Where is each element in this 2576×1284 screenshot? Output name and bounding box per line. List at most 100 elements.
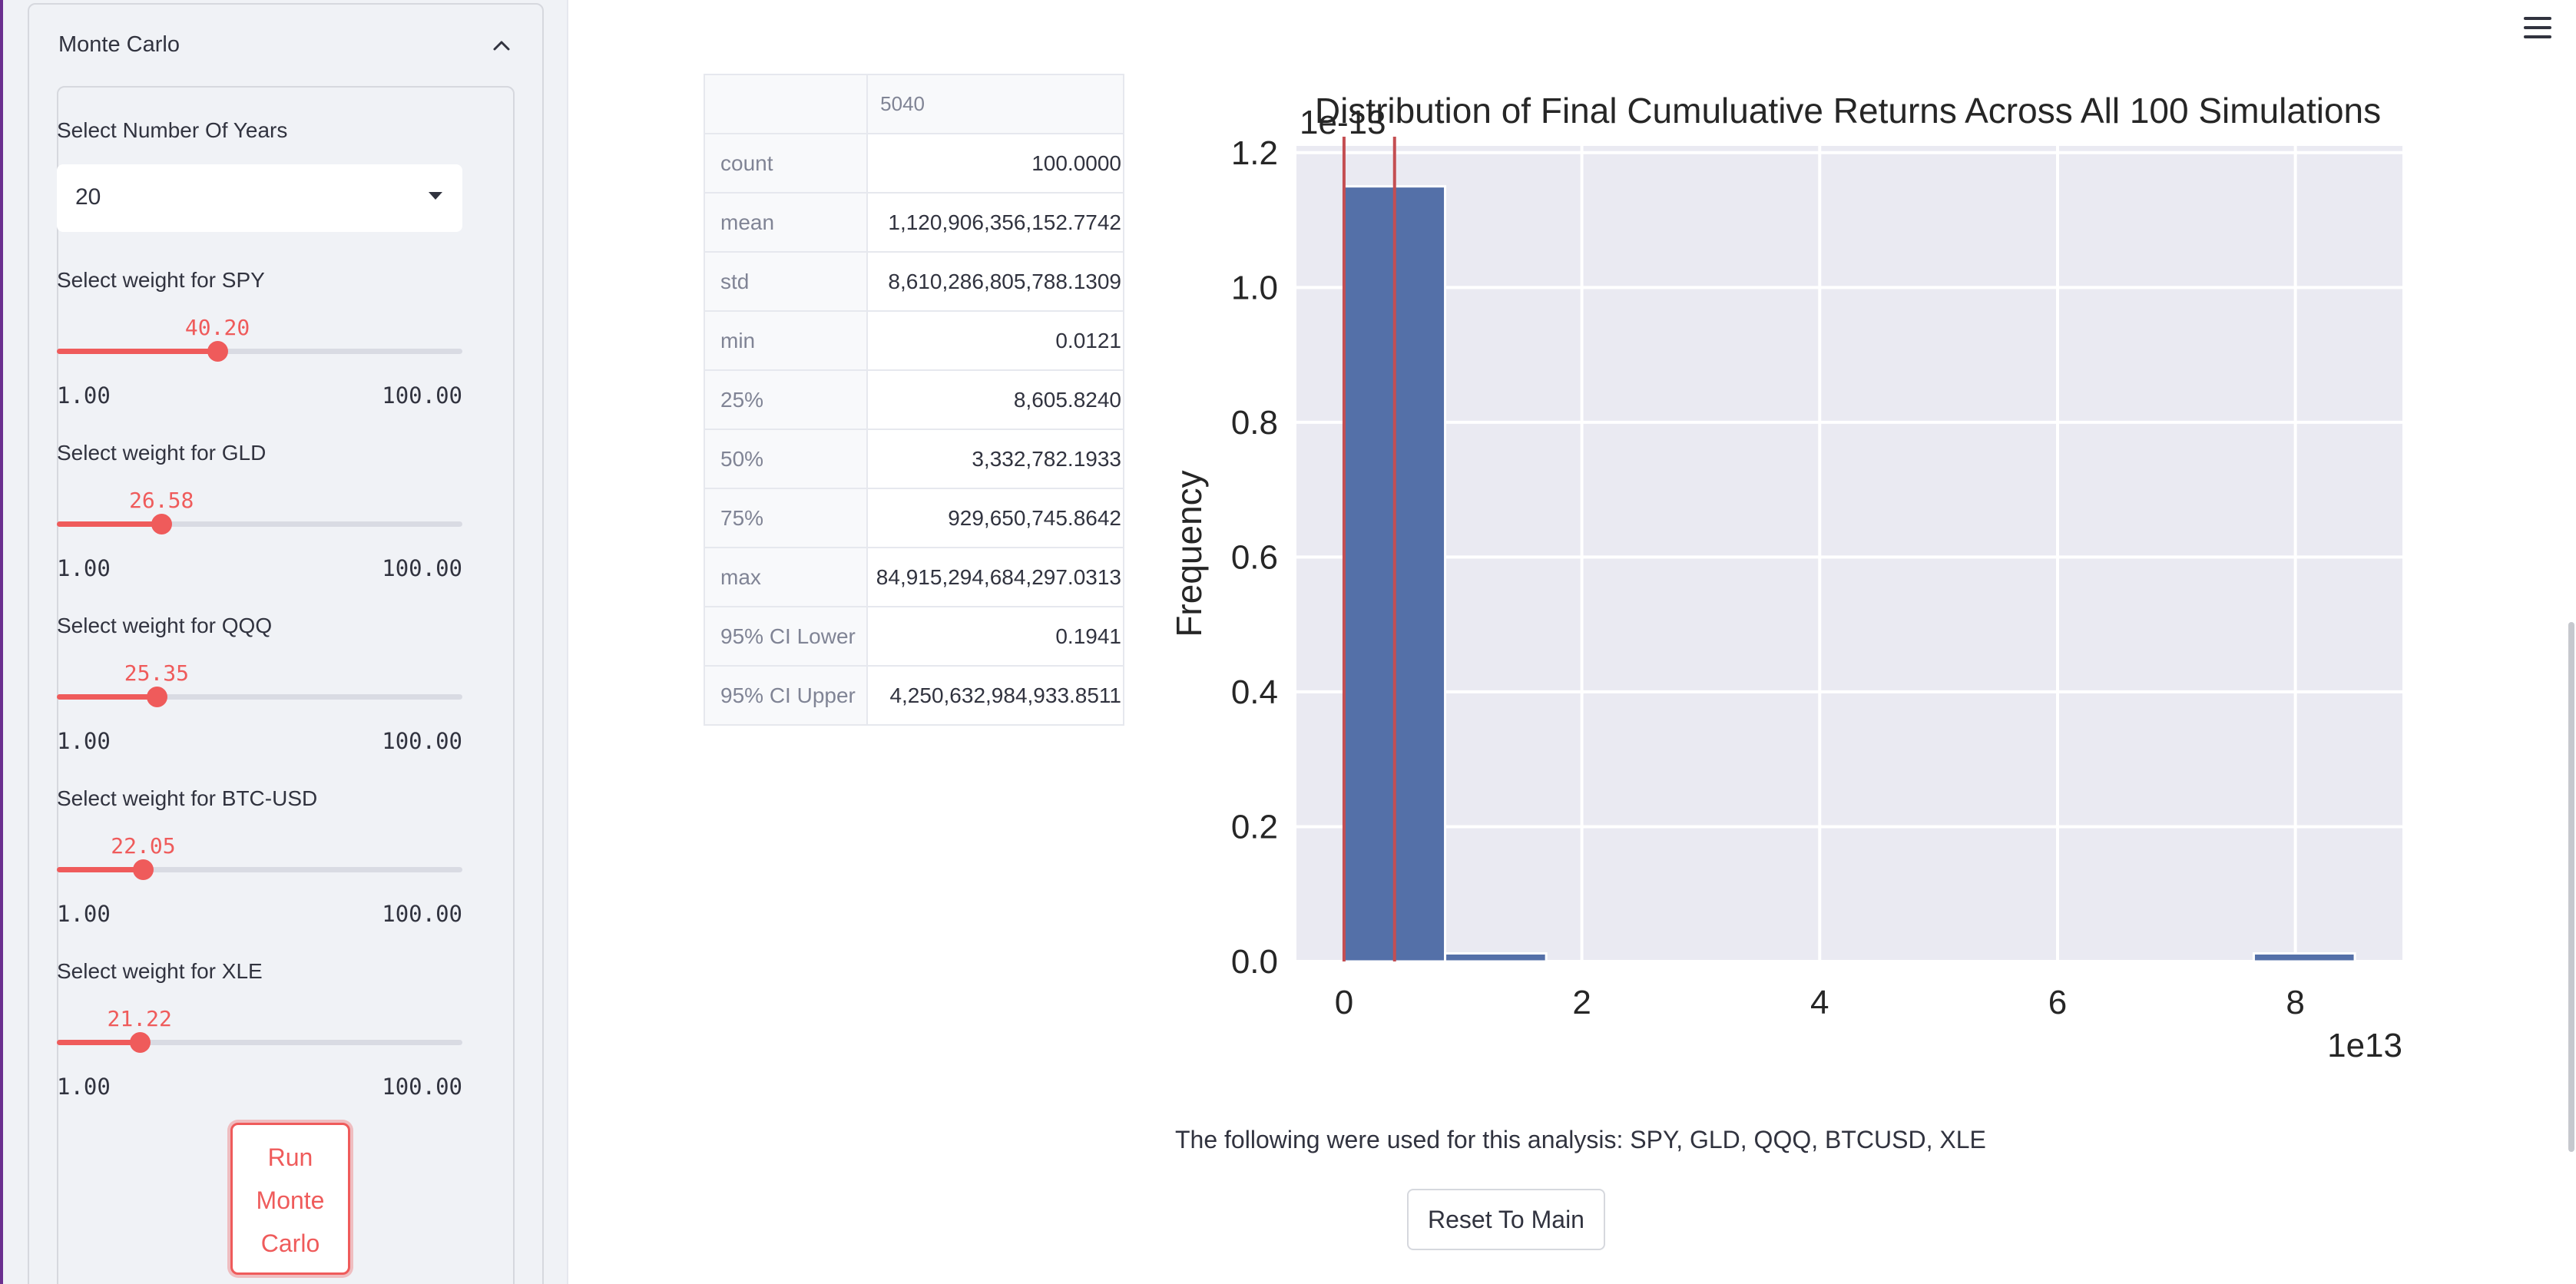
expander-title: Monte Carlo [58,32,180,57]
x-tick-label: 2 [1572,984,1591,1021]
slider-thumb[interactable] [151,514,173,534]
row-index: 50% [703,429,869,489]
slider-current-value: 26.58 [129,488,194,513]
y-tick-label: 1.2 [1231,134,1278,172]
slider-min-value: 1.00 [57,382,111,409]
row-index: count [703,133,869,194]
slider-current-value: 40.20 [184,315,250,340]
index-header [703,74,869,134]
slider-thumb[interactable] [207,341,229,362]
slider-track[interactable] [57,694,462,700]
slider-thumb[interactable] [129,1032,151,1053]
qqq-weight-slider[interactable]: 25.35 1.00 100.00 [26,637,462,754]
y-tick-label: 0.2 [1231,808,1278,846]
row-index: mean [703,192,869,253]
slider-track[interactable] [57,1040,462,1045]
row-index: std [703,251,869,312]
slider-max-value: 100.00 [382,901,462,927]
y-tick-label: 0.8 [1231,404,1278,442]
row-value: 0.0121 [866,310,1124,371]
slider-min-value: 1.00 [57,555,111,581]
expander-header[interactable]: Monte Carlo [29,5,542,88]
slider-max-value: 100.00 [382,555,462,581]
chevron-up-icon[interactable] [492,35,512,55]
run-button-line: Monte [256,1186,325,1214]
reset-to-main-button[interactable]: Reset To Main [1407,1189,1605,1250]
years-select[interactable]: 20 [57,164,462,232]
table-header-row: 5040 [703,74,1124,134]
row-value: 84,915,294,684,297.0313 [866,547,1124,607]
table-row: mean 1,120,906,356,152.7742 [703,192,1124,253]
row-value: 100.0000 [866,133,1124,194]
slider-track[interactable] [57,867,462,872]
btc-usd-weight-label: Select weight for BTC-USD [57,786,318,810]
slider-thumb[interactable] [146,687,167,707]
y-tick-label: 1.0 [1231,269,1278,306]
x-offset-label: 1e13 [2327,1027,2402,1064]
slider-max-value: 100.00 [382,1074,462,1100]
run-button-line: Carlo [260,1229,320,1257]
table-row: 25% 8,605.8240 [703,369,1124,430]
row-value: 0.1941 [866,606,1124,667]
table-row: 75% 929,650,745.8642 [703,488,1124,548]
table-row: std 8,610,286,805,788.1309 [703,251,1124,312]
slider-thumb[interactable] [133,859,154,880]
page-scrollbar[interactable] [2568,622,2574,1152]
x-tick-label: 8 [2286,984,2304,1021]
row-index: 75% [703,488,869,548]
hamburger-menu-icon[interactable] [2524,17,2551,38]
histogram-bar [1444,951,1548,963]
row-value: 929,650,745.8642 [866,488,1124,548]
y-offset-label: 1e-13 [1300,104,1386,141]
table-row: 50% 3,332,782.1933 [703,429,1124,489]
xle-weight-label: Select weight for XLE [57,959,263,983]
table-row: min 0.0121 [703,310,1124,371]
summary-stats-table: 5040 count 100.0000 mean 1,120,906,356,152… [703,74,1124,726]
slider-current-value: 22.05 [111,833,176,859]
row-value: 3,332,782.1933 [866,429,1124,489]
row-value: 4,250,632,984,933.8511 [866,665,1124,726]
row-index: min [703,310,869,371]
spy-weight-slider[interactable]: 40.20 1.00 100.00 [26,292,462,409]
row-index: 95% CI Lower [703,606,869,667]
xle-weight-slider[interactable]: 21.22 1.00 100.00 [26,983,462,1100]
y-axis-label: Frequency [1169,470,1209,637]
returns-histogram-chart: 0.0 0.2 0.4 0.6 0.8 1.0 1.2 0 2 4 6 8 Distribution o… [1169,91,2402,1064]
slider-track[interactable] [57,349,462,354]
slider-fill [57,694,157,700]
histogram-bar [2252,951,2356,963]
slider-current-value: 25.35 [124,660,190,686]
table-row: 95% CI Upper 4,250,632,984,933.8511 [703,665,1124,726]
run-monte-carlo-button[interactable]: Run Monte Carlo [230,1123,350,1275]
slider-fill [57,521,162,527]
table-row: count 100.0000 [703,133,1124,194]
gld-weight-label: Select weight for GLD [57,441,267,465]
btc-usd-weight-slider[interactable]: 22.05 1.00 100.00 [26,810,462,927]
slider-min-value: 1.00 [57,1074,111,1100]
window-edge [0,0,3,1284]
plot-area [1296,146,2402,961]
spy-weight-label: Select weight for SPY [57,268,265,292]
row-value: 8,610,286,805,788.1309 [866,251,1124,312]
years-select-value: 20 [75,184,101,210]
table-row: 95% CI Lower 0.1941 [703,606,1124,667]
x-tick-label: 4 [1810,984,1829,1021]
years-label: Select Number Of Years [57,118,288,142]
slider-fill [57,867,144,872]
row-index: 25% [703,369,869,430]
y-tick-label: 0.6 [1231,538,1278,576]
slider-track[interactable] [57,521,462,527]
row-index: max [703,547,869,607]
y-tick-label: 0.4 [1231,673,1278,711]
analysis-caption: The following were used for this analysi… [1175,1126,1986,1153]
sidebar: Monte Carlo Select Number Of Years 20 Se… [3,0,568,1284]
slider-min-value: 1.00 [57,901,111,927]
slider-current-value: 21.22 [107,1006,172,1031]
slider-fill [57,1040,140,1045]
row-value: 1,120,906,356,152.7742 [866,192,1124,253]
slider-max-value: 100.00 [382,382,462,409]
qqq-weight-label: Select weight for QQQ [57,614,273,637]
x-tick-label: 6 [2048,984,2067,1021]
monte-carlo-form [57,86,515,1284]
gld-weight-slider[interactable]: 26.58 1.00 100.00 [26,465,462,581]
